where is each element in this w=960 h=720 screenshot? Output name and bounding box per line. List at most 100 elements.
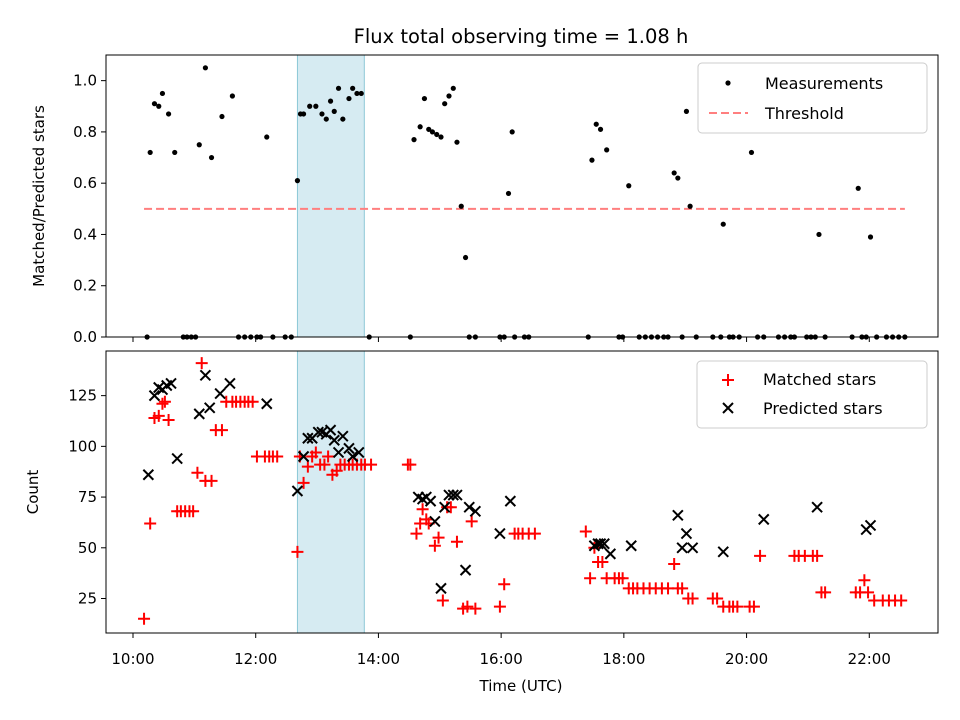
predicted-star-point [625, 540, 637, 552]
ratio-plot-frame [105, 54, 939, 338]
predicted-star-point [353, 446, 365, 459]
matched-star-point [330, 464, 343, 477]
matched-star-point [498, 578, 511, 591]
count-y-axis-label: Count [24, 470, 42, 515]
matched-star-point [895, 594, 908, 607]
measurement-point [867, 234, 874, 240]
measurement-point [327, 98, 334, 104]
measurement-point [442, 101, 448, 107]
matched-star-point [668, 558, 681, 571]
predicted-star-point [148, 389, 161, 402]
x-axis-label: Time (UTC) [479, 677, 563, 695]
predicted-star-point [297, 450, 310, 463]
ratio-y-tick-label: 0.8 [73, 123, 97, 141]
predicted-star-point [598, 538, 610, 550]
measurement-point [597, 126, 604, 132]
measurement-point [421, 95, 428, 102]
predicted-star-point [171, 452, 183, 465]
measurement-point [156, 103, 162, 109]
count-x-tick-label: 18:00 [602, 650, 645, 668]
matched-star-point [191, 466, 204, 479]
count-y-tick-label: 50 [78, 539, 97, 557]
measurement-point [426, 126, 432, 132]
matched-star-point [187, 505, 200, 518]
measurement-point [354, 90, 360, 97]
predicted-star-point [438, 501, 451, 513]
measurement-point [350, 85, 356, 91]
measurement-point [417, 124, 423, 130]
ratio-y-tick-label: 0.0 [73, 328, 97, 346]
matched-star-point [158, 395, 171, 408]
predicted-star-point [193, 408, 205, 420]
matched-star-point [416, 503, 429, 516]
measurement-point [196, 142, 202, 148]
count-plot-frame [105, 350, 939, 634]
matched-stars-points [138, 357, 908, 625]
ratio-legend: Measurements Threshold [697, 62, 928, 134]
measurement-point [323, 116, 329, 122]
predicted-star-point [494, 527, 506, 540]
matched-star-point [616, 572, 629, 585]
predicted-star-point [463, 501, 475, 513]
measurement-point [458, 203, 464, 209]
matched-star-point [676, 582, 689, 595]
measurement-point [450, 85, 456, 91]
predicted-star-point [332, 446, 345, 459]
measurement-point [748, 149, 755, 156]
measurement-point [675, 175, 681, 181]
measurement-point [172, 149, 178, 156]
measurement-point [264, 134, 270, 140]
predicted-star-point [291, 485, 304, 497]
matched-star-point [686, 592, 699, 605]
predicted-star-point [142, 469, 155, 481]
measurement-point [429, 129, 436, 135]
count-x-tick-label: 20:00 [725, 650, 768, 668]
matched-star-point [322, 450, 335, 463]
measurement-point [147, 149, 153, 156]
measurement-point [593, 121, 599, 127]
count-y-ticks: 25 50 75 100 125 [68, 387, 106, 608]
count-y-tick-label: 100 [68, 437, 97, 455]
predicted-star-point [165, 377, 177, 390]
measurement-point [855, 185, 861, 191]
measurements-legend-marker [725, 80, 731, 86]
matched-star-point [747, 600, 760, 613]
ratio-y-tick-label: 0.2 [73, 277, 97, 295]
count-legend-box [696, 360, 928, 429]
measurement-point [589, 157, 595, 163]
matched-star-point [205, 474, 218, 487]
matched-star-point [528, 527, 541, 540]
matched-star-point [858, 574, 871, 587]
count-highlight-span [296, 350, 365, 634]
matched-star-point [410, 527, 423, 540]
matched-stars-legend-label: Matched stars [763, 370, 876, 389]
measurement-point [671, 170, 677, 176]
measurement-point [300, 111, 307, 117]
predicted-star-point [328, 434, 340, 446]
predicted-star-point [324, 424, 337, 436]
measurement-point [358, 90, 364, 97]
predicted-star-point [343, 442, 355, 455]
count-y-tick-label: 75 [78, 488, 97, 506]
ratio-y-axis-label: Matched/Predicted stars [30, 105, 48, 287]
matched-star-point [436, 594, 449, 607]
matched-star-point [365, 458, 378, 471]
matched-star-point [450, 535, 463, 548]
predicted-stars-legend-label: Predicted stars [763, 399, 883, 418]
ratio-y-tick-label: 0.6 [73, 174, 97, 192]
ratio-panel: Flux total observing time = 1.08 h 0.00.… [30, 25, 939, 346]
measurement-point [454, 139, 460, 145]
count-x-tick-label: 22:00 [848, 650, 891, 668]
matched-star-point [579, 525, 592, 538]
matched-star-point [461, 600, 474, 613]
matched-star-point [152, 409, 165, 422]
matched-star-point [318, 458, 331, 471]
predicted-stars-points [142, 369, 877, 595]
matched-star-point [297, 476, 310, 489]
matched-star-point [584, 572, 597, 585]
count-y-tick-label: 125 [68, 387, 97, 405]
predicted-star-point [676, 542, 688, 554]
matched-star-point [754, 549, 767, 562]
predicted-star-point [451, 489, 463, 501]
measurement-point [151, 101, 158, 107]
